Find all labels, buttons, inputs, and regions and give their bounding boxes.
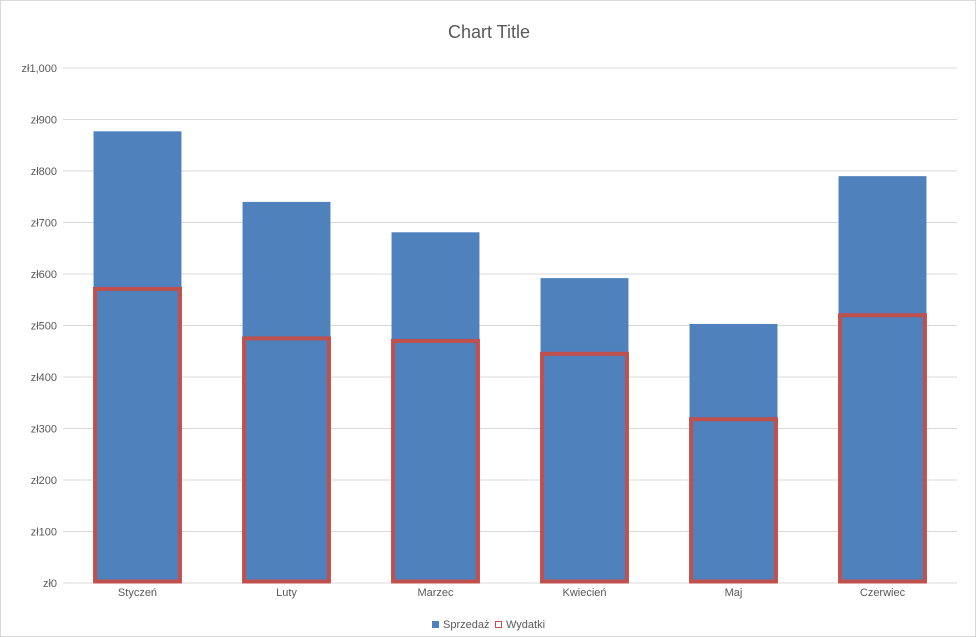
y-tick-label: zł600 [31,269,57,281]
x-category-label: Luty [276,587,297,599]
bar-sprzedaż [391,232,480,583]
bar-outline-wydatki [391,338,480,584]
bar-sprzedaż [242,201,331,583]
y-tick-label: zł900 [31,115,57,127]
x-category-label: Kwiecień [562,587,606,599]
x-axis-category-labels: Styczeń Luty Marzec Kwiecień Maj Czerwiec [118,587,906,599]
bar-sprzedaż [689,323,778,583]
y-tick-label: zł400 [31,372,57,384]
x-category-label: Czerwiec [860,587,906,599]
x-category-label: Marzec [417,587,454,599]
y-tick-label: zł700 [31,218,57,230]
y-tick-label: zł0 [43,578,57,590]
y-tick-label: zł200 [31,475,57,487]
legend-label: Sprzedaż [443,619,489,631]
legend-label: Wydatki [506,619,545,631]
y-tick-label: zł100 [31,527,57,539]
bar-sprzedaż [540,278,629,583]
x-category-label: Styczeń [118,587,157,599]
legend-swatch-filled [432,621,439,628]
legend-swatch-outline [495,621,502,628]
y-tick-label: zł500 [31,321,57,333]
bar-outline-wydatki [540,351,629,584]
y-axis-tick-labels: zł0 zł100 zł200 zł300 zł400 zł500 zł600 zł700 zł… [22,63,57,590]
y-tick-label: zł300 [31,424,57,436]
bar-sprzedaż [93,131,182,583]
gridlines [63,67,957,584]
legend: Sprzedaż Wydatki [432,619,545,631]
bar-outline-wydatki [689,417,778,584]
bars [93,131,927,584]
bar-outline-wydatki [838,313,927,584]
bar-sprzedaż [838,176,927,583]
y-tick-label: zł800 [31,166,57,178]
chart-title: Chart Title [448,22,530,42]
bar-outline-wydatki [242,336,331,584]
x-category-label: Maj [725,587,743,599]
bar-outline-wydatki [93,286,182,584]
y-tick-label: zł1,000 [22,63,57,75]
